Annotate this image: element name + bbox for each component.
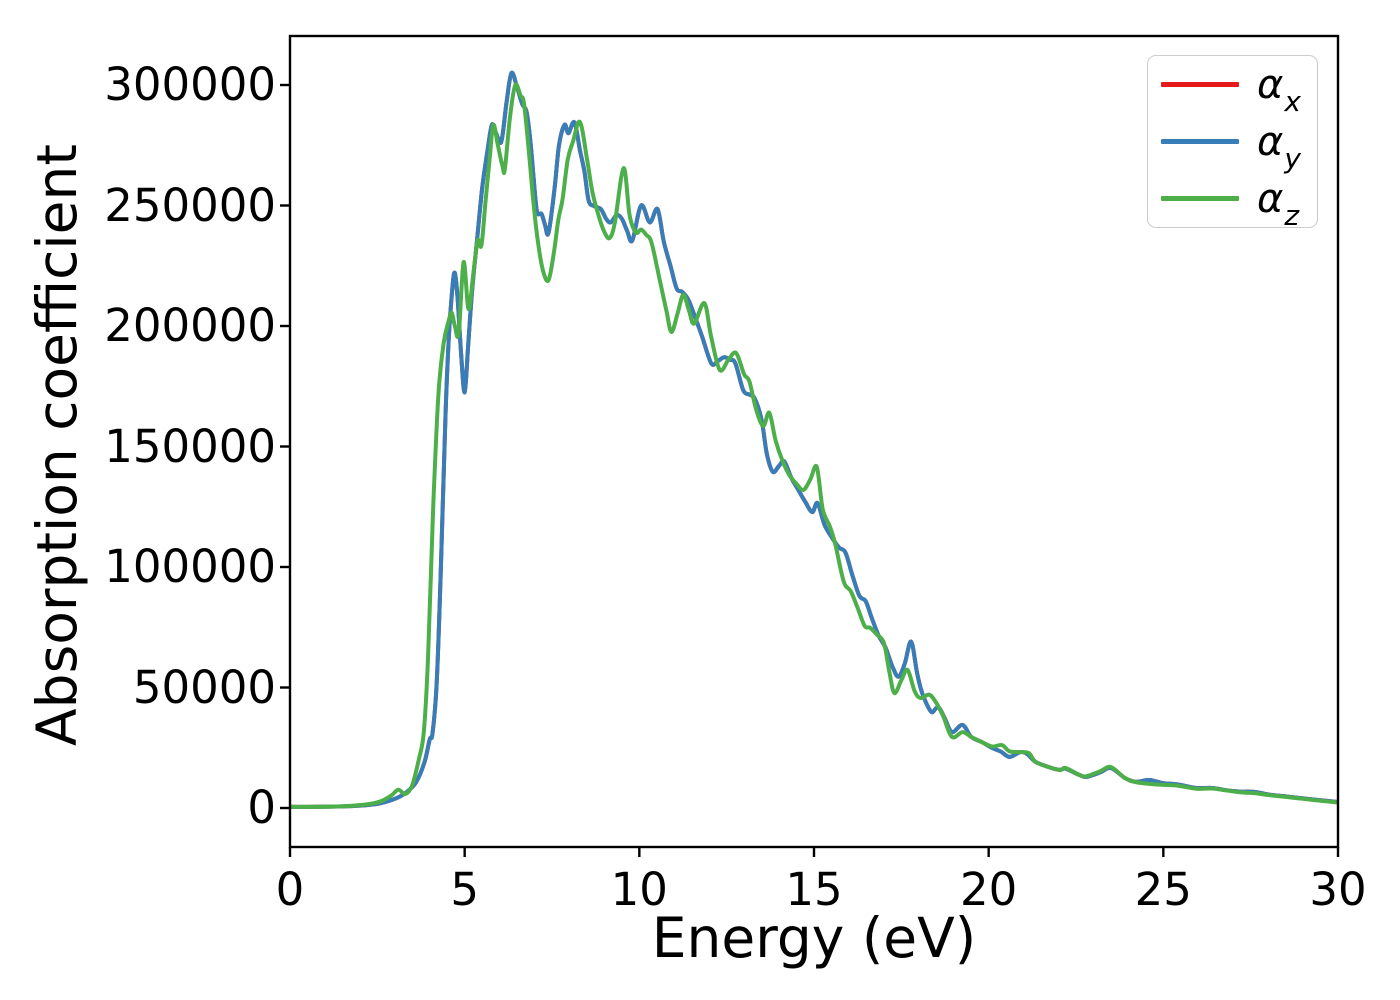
alpha-subscript: y	[1284, 141, 1301, 175]
alpha_z-line	[290, 82, 1338, 809]
y-tick-label-3: 150000	[104, 419, 276, 473]
legend-line-alpha-x-icon	[1161, 82, 1239, 87]
legend-line-alpha-z-icon	[1161, 196, 1239, 201]
y-tick-label-6: 300000	[104, 58, 276, 111]
legend-label-alpha-x: αx	[1257, 61, 1301, 116]
legend-label-alpha-y: αy	[1257, 118, 1301, 173]
y-tick-label-2: 100000	[104, 540, 276, 593]
series-lines	[290, 70, 1338, 809]
y-axis-label: Absorption coefficient	[25, 144, 89, 746]
legend-line-alpha-y-icon	[1161, 139, 1239, 144]
x-tick-label-5: 25	[1134, 863, 1192, 916]
y-tick-label-4: 200000	[104, 299, 276, 352]
alpha-subscript: x	[1284, 84, 1301, 118]
legend: αx αy αz	[1147, 55, 1318, 230]
x-tick-label-1: 5	[450, 863, 479, 916]
x-tick-label-2: 10	[610, 863, 668, 916]
plot-border	[288, 34, 1340, 849]
x-tick-label-6: 30	[1309, 863, 1367, 916]
alpha-symbol: α	[1257, 175, 1284, 222]
x-tick-label-3: 15	[785, 863, 843, 916]
legend-item-alpha-z: αz	[1148, 171, 1317, 230]
y-tick-label-1: 50000	[132, 660, 276, 714]
x-tick-label-4: 20	[960, 863, 1018, 916]
x-axis-label: Energy (eV)	[651, 906, 977, 970]
legend-item-alpha-y: αy	[1148, 114, 1317, 173]
x-tick-label-0: 0	[275, 863, 305, 916]
axis-ticks	[280, 83, 1340, 857]
alpha-symbol: α	[1257, 118, 1284, 165]
y-tick-label-5: 250000	[104, 178, 276, 232]
legend-label-alpha-z: αz	[1257, 175, 1299, 230]
y-tick-label-0: 0	[247, 781, 276, 834]
alpha-subscript: z	[1284, 198, 1300, 232]
alpha-symbol: α	[1257, 61, 1284, 108]
legend-item-alpha-x: αx	[1148, 57, 1317, 116]
